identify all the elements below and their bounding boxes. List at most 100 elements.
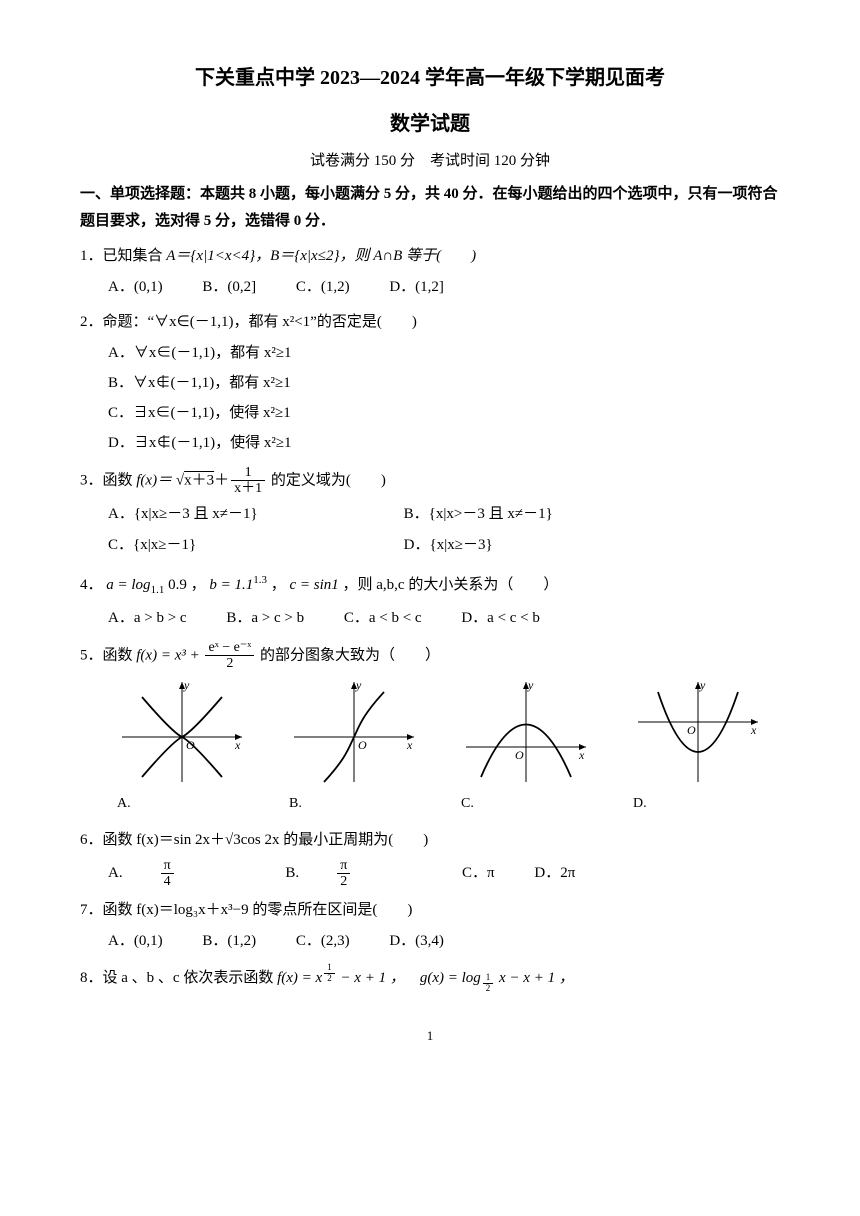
q7-opt-d: D．(3,4) [389, 928, 444, 955]
q6-b-den: 2 [337, 874, 350, 889]
q5-graphs: y x O A. y x O B. y x O C. [100, 677, 780, 816]
page-title: 下关重点中学 2023—2024 学年高一年级下学期见面考 [80, 60, 780, 96]
axis-y-label: y [183, 678, 190, 692]
q1-opt-a: A．(0,1) [108, 274, 163, 301]
q3-frac-den: x＋1 [231, 481, 265, 496]
q5-label-d: D. [633, 791, 763, 816]
q4-options: A．a > b > c B．a > c > b C．a < b < c D．a … [108, 605, 780, 632]
section-1-heading: 一、单项选择题：本题共 8 小题，每小题满分 5 分，共 40 分．在每小题给出… [80, 181, 780, 235]
axis-origin: O [358, 738, 367, 752]
subject-title: 数学试题 [80, 106, 780, 142]
axis-y-label: y [355, 678, 362, 692]
q3-frac: 1x＋1 [231, 465, 265, 497]
q6-a-num: π [161, 858, 174, 874]
q3-sqrt: x＋3 [184, 472, 214, 488]
q5-frac: eˣ − e⁻ˣ2 [205, 640, 254, 672]
q4-opt-b: B．a > c > b [226, 605, 304, 632]
q1-opt-b: B．(0,2] [202, 274, 256, 301]
q8-g-tail: x − x + 1 ， [495, 970, 574, 986]
q7-opt-a: A．(0,1) [108, 928, 163, 955]
q4-b-sup: 1.3 [253, 574, 267, 586]
q5-label-c: C. [461, 791, 591, 816]
q8-stem-pre: 8．设 a 、b 、c 依次表示函数 [80, 970, 277, 986]
q1-stem-math: A＝{x|1<x<4}，B＝{x|x≤2}，则 A∩B 等于( ) [166, 248, 476, 264]
question-8: 8．设 a 、b 、c 依次表示函数 f(x) = x12 − x + 1 ， … [80, 963, 780, 994]
q4-opt-c: C．a < b < c [344, 605, 422, 632]
q5-frac-den: 2 [205, 656, 254, 671]
q6-a-pre: A. [108, 860, 123, 887]
q5-label-b: B. [289, 791, 419, 816]
question-4: 4． a = log1.1 0.9 ， b = 1.11.3 ， c = sin… [80, 571, 780, 601]
q5-fx: f(x) = x³ + [136, 647, 203, 663]
q2-opt-d: D．∃x∉(－1,1)，使得 x²≥1 [108, 430, 780, 457]
q7-opt-b: B．(1,2) [202, 928, 256, 955]
q6-b-pre: B. [285, 860, 299, 887]
q3-opt-c: C．{x|x≥－1} [108, 532, 404, 559]
q1-stem-pre: 1．已知集合 [80, 248, 166, 264]
q8-g-sub-den: 2 [483, 984, 494, 994]
q7-options: A．(0,1) B．(1,2) C．(2,3) D．(3,4) [108, 928, 780, 955]
q5-graph-a: y x O A. [117, 677, 247, 816]
question-5: 5．函数 f(x) = x³ + eˣ − e⁻ˣ2 的部分图象大致为（ ） [80, 640, 780, 672]
q3-stem-post: 的定义域为( ) [271, 472, 386, 488]
q3-stem-pre: 3．函数 [80, 472, 136, 488]
axis-y-label: y [699, 678, 706, 692]
q4-a-sub: 1.1 [151, 584, 165, 596]
q8-f-tail: − x + 1 ， [337, 970, 405, 986]
q4-tail: ，则 a,b,c 的大小关系为（ ） [343, 577, 559, 593]
q5-stem-post: 的部分图象大致为（ ） [260, 647, 440, 663]
q2-opt-b: B．∀x∉(－1,1)，都有 x²≥1 [108, 370, 780, 397]
q5-graph-b: y x O B. [289, 677, 419, 816]
q7-opt-c: C．(2,3) [296, 928, 350, 955]
q6-opt-c: C．π [462, 860, 495, 887]
axis-x-label: x [406, 738, 413, 752]
q2-opt-a: A．∀x∈(－1,1)，都有 x²≥1 [108, 340, 780, 367]
axis-origin: O [687, 723, 696, 737]
question-6: 6．函数 f(x)＝sin 2x＋√3cos 2x 的最小正周期为( ) [80, 827, 780, 854]
q4-a-val: 0.9 [164, 577, 187, 593]
q4-c-expr: c = sin1 [289, 577, 338, 593]
question-7: 7．函数 f(x)＝log₃x＋x³−9 的零点所在区间是( ) [80, 897, 780, 924]
q4-opt-a: A．a > b > c [108, 605, 187, 632]
q6-options: A.π4 B.π2 C．π D．2π [108, 858, 780, 890]
q6-opt-d: D．2π [534, 860, 575, 887]
axis-x-label: x [750, 723, 757, 737]
q2-options: A．∀x∈(－1,1)，都有 x²≥1 B．∀x∉(－1,1)，都有 x²≥1 … [108, 340, 780, 457]
question-2: 2．命题：“∀x∈(－1,1)，都有 x²<1”的否定是( ) [80, 309, 780, 336]
q6-opt-a: A. π4 [108, 858, 246, 890]
question-3: 3．函数 f(x)＝ √x＋3＋1x＋1 的定义域为( ) [80, 465, 780, 497]
q5-graph-c: y x O C. [461, 677, 591, 816]
q4-opt-d: D．a < c < b [461, 605, 540, 632]
q5-label-a: A. [117, 791, 247, 816]
score-info: 试卷满分 150 分 考试时间 120 分钟 [80, 148, 780, 175]
q3-fx: f(x)＝ [136, 472, 172, 488]
q1-opt-d: D．(1,2] [389, 274, 444, 301]
q5-graph-d: y x O D. [633, 677, 763, 816]
q3-frac-num: 1 [231, 465, 265, 481]
q6-opt-b: B. π2 [285, 858, 422, 890]
q2-stem: 2．命题：“∀x∈(－1,1)，都有 x²<1”的否定是( ) [80, 314, 417, 330]
q3-opt-d: D．{x|x≥－3} [404, 532, 700, 559]
question-1: 1．已知集合 A＝{x|1<x<4}，B＝{x|x≤2}，则 A∩B 等于( ) [80, 243, 780, 270]
q5-frac-num: eˣ − e⁻ˣ [205, 640, 254, 656]
q1-options: A．(0,1) B．(0,2] C．(1,2) D．(1,2] [108, 274, 780, 301]
axis-y-label: y [527, 678, 534, 692]
q4-a-expr: a = log [106, 577, 150, 593]
axis-origin: O [515, 748, 524, 762]
q8-g-expr: g(x) = log [420, 970, 481, 986]
q4-b-expr: b = 1.1 [209, 577, 253, 593]
q3-options: A．{x|x≥－3 且 x≠－1} B．{x|x>－3 且 x≠－1} C．{x… [108, 501, 780, 563]
q8-f-expr: f(x) = x [277, 970, 322, 986]
q6-b-num: π [337, 858, 350, 874]
axis-x-label: x [234, 738, 241, 752]
q8-f-sup-den: 2 [324, 974, 335, 984]
page-number: 1 [80, 1024, 780, 1047]
q4-pre: 4． [80, 577, 103, 593]
q5-stem-pre: 5．函数 [80, 647, 136, 663]
q6-a-den: 4 [161, 874, 174, 889]
axis-origin: O [186, 738, 195, 752]
axis-x-label: x [578, 748, 585, 762]
q3-opt-b: B．{x|x>－3 且 x≠－1} [404, 501, 700, 528]
q1-opt-c: C．(1,2) [296, 274, 350, 301]
q2-opt-c: C．∃x∈(－1,1)，使得 x²≥1 [108, 400, 780, 427]
